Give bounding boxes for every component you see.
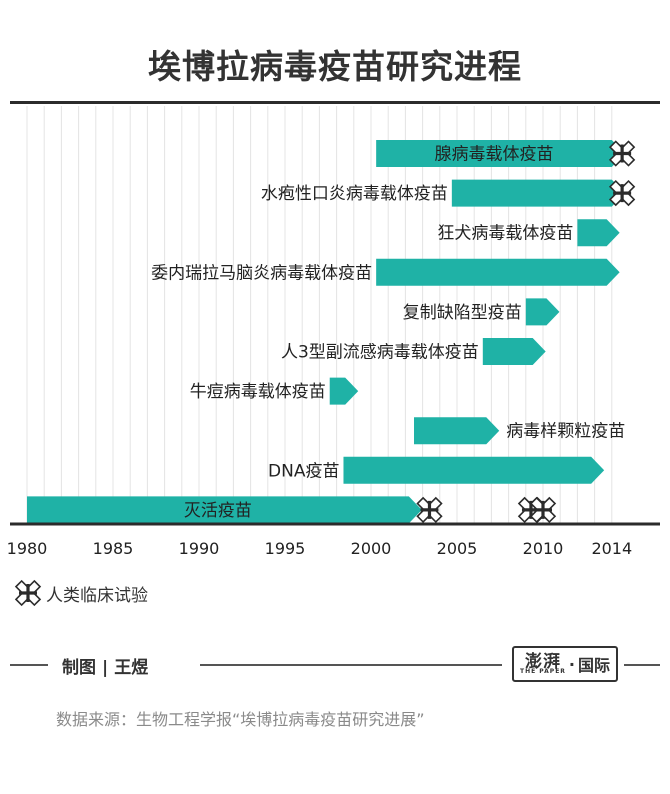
timeline-bar bbox=[577, 219, 620, 247]
timeline-bar bbox=[376, 140, 625, 167]
publisher-logo: 澎湃 THE PAPER · 国际 bbox=[512, 646, 619, 682]
bar-label: 水疱性口炎病毒载体疫苗 bbox=[261, 184, 448, 204]
timeline-bar bbox=[451, 179, 625, 207]
timeline-bar bbox=[414, 417, 500, 445]
credit-label: 制图 bbox=[62, 658, 96, 678]
x-tick-label: 1980 bbox=[7, 539, 48, 558]
x-tick-label: 1985 bbox=[93, 539, 134, 558]
timeline-bar bbox=[482, 338, 546, 365]
legend-label: 人类临床试验 bbox=[46, 585, 148, 606]
x-tick-label: 1990 bbox=[179, 539, 220, 558]
logo-dot: · bbox=[568, 654, 575, 674]
bar-label: 狂犬病毒载体疫苗 bbox=[437, 224, 573, 244]
logo-section: 国际 bbox=[578, 656, 611, 675]
x-tick-label: 2014 bbox=[591, 539, 632, 558]
footer-rule-left bbox=[10, 664, 48, 666]
legend: 人类临床试验 bbox=[14, 579, 148, 607]
bar-label: 委内瑞拉马脑炎病毒载体疫苗 bbox=[151, 263, 372, 283]
clinical-trial-cross-icon bbox=[14, 579, 42, 607]
bar-label: 牛痘病毒载体疫苗 bbox=[190, 382, 326, 402]
chart-title: 埃博拉病毒疫苗研究进程 bbox=[148, 47, 522, 86]
bar-label: 腺病毒载体疫苗 bbox=[434, 145, 553, 165]
bar-label: DNA疫苗 bbox=[268, 461, 339, 481]
bar-label: 病毒样颗粒疫苗 bbox=[506, 422, 625, 442]
timeline-bar bbox=[27, 496, 422, 524]
bar-label: 灭活疫苗 bbox=[184, 501, 252, 521]
timeline-bar bbox=[329, 377, 359, 405]
data-source: 数据来源：生物工程学报“埃博拉病毒疫苗研究进展” bbox=[56, 710, 425, 729]
timeline-bar bbox=[525, 298, 560, 326]
credit-author: 王煜 bbox=[114, 658, 149, 678]
x-tick-label: 2000 bbox=[351, 539, 392, 558]
footer-rule-right bbox=[624, 664, 660, 666]
credit-separator: | bbox=[102, 658, 109, 678]
bar-label: 复制缺陷型疫苗 bbox=[403, 303, 522, 323]
timeline-chart: 腺病毒载体疫苗水疱性口炎病毒载体疫苗狂犬病毒载体疫苗委内瑞拉马脑炎病毒载体疫苗复… bbox=[7, 106, 660, 558]
credit: 制图 | 王煜 bbox=[62, 653, 148, 678]
logo-brand-block: 澎湃 THE PAPER bbox=[520, 651, 566, 675]
logo-brand: 澎湃 bbox=[524, 651, 561, 672]
logo-brand-sub: THE PAPER bbox=[520, 667, 566, 675]
x-tick-label: 2005 bbox=[437, 539, 478, 558]
bar-label: 人3型副流感病毒载体疫苗 bbox=[281, 343, 479, 363]
x-tick-label: 2010 bbox=[523, 539, 564, 558]
x-tick-label: 1995 bbox=[265, 539, 306, 558]
title-divider bbox=[10, 101, 660, 104]
timeline-bar bbox=[376, 258, 620, 286]
timeline-bar bbox=[343, 456, 605, 484]
footer-rule-middle bbox=[200, 664, 502, 666]
